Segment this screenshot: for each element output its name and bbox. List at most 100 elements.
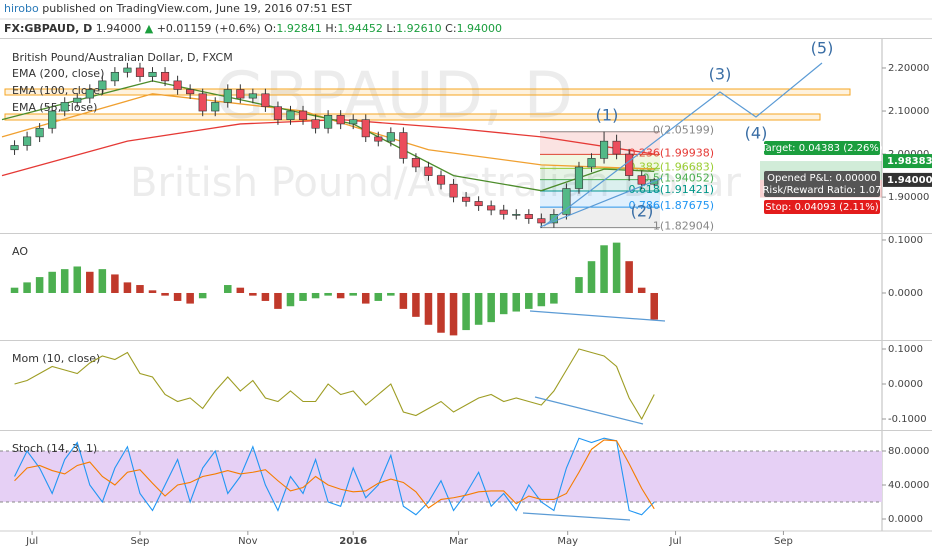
ao-bar [399, 292, 408, 309]
h-label: H: [325, 22, 337, 35]
candle-body [361, 119, 370, 138]
candle-body [411, 158, 420, 168]
y-tick-label: 0.0000 [888, 514, 923, 525]
zone [4, 113, 821, 121]
candle-body [462, 196, 471, 202]
ao-bar [650, 292, 658, 320]
ao-bar [387, 292, 395, 296]
x-tick-label: Jul [25, 536, 38, 547]
ao-bar [186, 292, 194, 304]
ao-bar [161, 292, 169, 296]
candle-body [48, 110, 57, 129]
panel-title: Mom (10, close) [12, 352, 100, 365]
wave-label: (2) [631, 202, 654, 221]
candle-body [35, 127, 44, 138]
ao-bar [349, 292, 357, 296]
ao-bar [173, 292, 182, 301]
ao-bar [48, 271, 56, 293]
candle-body [599, 140, 609, 159]
candle-body [324, 115, 333, 129]
candle-body [286, 110, 295, 120]
ao-bar [98, 269, 107, 293]
candle-body [10, 145, 19, 151]
c-label: C: [445, 22, 456, 35]
stop-label: Stop: 0.04093 (2.11%) [765, 202, 878, 213]
pnl-label: Opened P&L: 0.00000 [767, 173, 877, 184]
candle-body [474, 201, 483, 207]
panel-title: AO [12, 245, 28, 258]
x-tick-label: Nov [238, 536, 258, 547]
pnl-label-box [764, 171, 880, 185]
candle-body [424, 166, 433, 176]
ao-bar [487, 292, 495, 323]
ao-bar [60, 269, 69, 293]
ao-bar [412, 292, 420, 317]
ao-bar [361, 292, 370, 304]
y-tick-label: 1.90000 [888, 192, 929, 203]
divergence-line [529, 310, 666, 322]
ao-bar [625, 261, 633, 293]
ao-bar [462, 292, 470, 331]
candle-body [587, 158, 596, 168]
fib-band [540, 168, 660, 180]
candle-body [524, 214, 533, 219]
c: 1.94000 [457, 22, 503, 35]
candle-body [349, 119, 358, 125]
ao-bar [236, 287, 245, 293]
candle-body [311, 119, 320, 129]
x-tick-label: 2016 [339, 536, 367, 547]
band [0, 450, 882, 502]
ao-bar [575, 277, 583, 293]
candle-body [436, 175, 446, 185]
l-label: L: [386, 22, 396, 35]
candle-body [261, 93, 270, 108]
fib-label: 1(1.82904) [653, 220, 714, 233]
symbol-bar: FX:GBPAUD, D 1.94000 ▲ +0.01159 (+0.6%) … [4, 22, 502, 35]
price-tag [883, 172, 932, 187]
author[interactable]: hirobo [4, 2, 39, 15]
y-tick-label: 40.0000 [888, 480, 929, 491]
rr-label: Risk/Reward Ratio: 1.07 [762, 185, 881, 196]
l: 1.92610 [396, 22, 442, 35]
indicator-line [14, 437, 655, 516]
zone [4, 88, 851, 96]
legend-entry: EMA (200, close) [12, 67, 104, 80]
x-tick-label: Sep [774, 536, 793, 547]
ao-bar [424, 292, 433, 325]
ao-bar [336, 292, 345, 299]
candle-body [273, 106, 283, 120]
candle-body [399, 132, 408, 159]
ao-bar [612, 242, 621, 293]
y-tick-label: 80.0000 [888, 446, 929, 457]
price-tag-label: 1.98383 [887, 156, 932, 167]
candle-body [386, 132, 395, 142]
ao-bar [311, 292, 320, 299]
candle-body [612, 140, 621, 155]
candle-body [60, 102, 69, 112]
candle-body [625, 153, 634, 176]
ao-bar [274, 292, 282, 309]
y-tick-label: 0.1000 [888, 344, 923, 355]
candle-body [449, 183, 458, 198]
candle-body [236, 89, 245, 99]
ao-bar [148, 290, 157, 293]
wave-label: (3) [709, 65, 732, 84]
fib-label: 0.618(1.91421) [628, 183, 714, 196]
candle-body [98, 80, 107, 90]
fib-label: 0.382(1.96683) [628, 160, 714, 173]
ao-bar [261, 292, 270, 301]
ao-bar [550, 292, 558, 304]
candle-body [85, 89, 94, 99]
candle-body [186, 89, 195, 95]
ao-bar [249, 292, 257, 296]
candle-body [173, 80, 182, 90]
candle-body [574, 166, 584, 189]
x-tick-label: Jul [669, 536, 682, 547]
rr-label-box [764, 183, 880, 197]
ao-bar [224, 285, 232, 293]
symbol: FX:GBPAUD, D [4, 22, 92, 35]
indicator-line [14, 348, 655, 421]
candle-body [73, 97, 82, 103]
